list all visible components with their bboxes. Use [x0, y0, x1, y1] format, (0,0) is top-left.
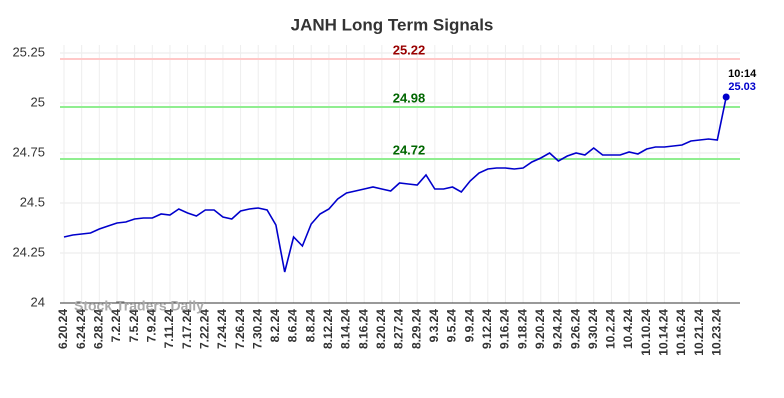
x-tick-label: 9.26.24 [568, 309, 582, 349]
x-tick-label: 9.16.24 [498, 309, 512, 349]
x-tick-label: 9.12.24 [480, 309, 494, 349]
y-tick-label: 25.25 [12, 44, 45, 59]
x-tick-label: 7.5.24 [127, 309, 141, 343]
x-tick-label: 8.12.24 [321, 309, 335, 349]
y-tick-label: 24.5 [20, 194, 45, 209]
x-tick-label: 10.23.24 [710, 309, 724, 356]
signal-label: 24.98 [393, 90, 426, 105]
signal-label: 25.22 [393, 42, 426, 57]
x-tick-label: 9.30.24 [586, 309, 600, 349]
x-tick-label: 7.2.24 [109, 309, 123, 343]
x-tick-label: 7.9.24 [144, 309, 158, 343]
x-tick-label: 8.14.24 [339, 309, 353, 349]
last-time: 10:14 [728, 68, 757, 80]
x-tick-label: 10.14.24 [657, 309, 671, 356]
x-tick-label: 10.2.24 [604, 309, 618, 349]
y-tick-label: 24.75 [12, 144, 45, 159]
x-tick-label: 10.4.24 [621, 309, 635, 349]
x-tick-label: 7.30.24 [250, 309, 264, 349]
x-tick-label: 9.20.24 [533, 309, 547, 349]
y-tick-label: 24.25 [12, 244, 45, 259]
x-tick-label: 9.3.24 [427, 309, 441, 343]
x-tick-label: 7.22.24 [197, 309, 211, 349]
chart-title: JANH Long Term Signals [291, 15, 494, 34]
last-value: 25.03 [728, 81, 756, 93]
x-tick-label: 8.27.24 [392, 309, 406, 349]
x-tick-label: 8.8.24 [303, 309, 317, 343]
last-point [722, 93, 730, 101]
x-tick-label: 8.6.24 [286, 309, 300, 343]
x-tick-label: 7.11.24 [162, 309, 176, 349]
x-tick-label: 6.20.24 [56, 309, 70, 349]
x-tick-label: 8.16.24 [356, 309, 370, 349]
y-tick-label: 25 [31, 94, 45, 109]
x-tick-label: 6.28.24 [91, 309, 105, 349]
x-tick-label: 7.24.24 [215, 309, 229, 349]
price-line [63, 96, 727, 273]
x-tick-label: 9.24.24 [551, 309, 565, 349]
x-tick-label: 9.9.24 [462, 309, 476, 343]
x-tick-label: 7.17.24 [180, 309, 194, 349]
signal-label: 24.72 [393, 142, 426, 157]
x-tick-label: 10.10.24 [639, 309, 653, 356]
x-tick-label: 8.2.24 [268, 309, 282, 343]
x-tick-label: 8.29.24 [409, 309, 423, 349]
x-tick-label: 9.5.24 [445, 309, 459, 343]
watermark: Stock Traders Daily [74, 298, 204, 314]
y-tick-label: 24 [31, 294, 45, 309]
x-tick-label: 6.24.24 [74, 309, 88, 349]
x-tick-label: 9.18.24 [515, 309, 529, 349]
x-tick-label: 10.21.24 [692, 309, 706, 356]
x-tick-label: 7.26.24 [233, 309, 247, 349]
x-tick-label: 8.20.24 [374, 309, 388, 349]
x-tick-label: 10.16.24 [674, 309, 688, 356]
